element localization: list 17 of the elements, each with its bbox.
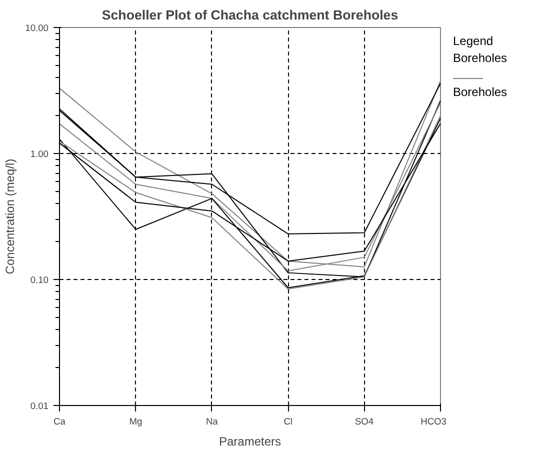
chart-title: Schoeller Plot of Chacha catchment Boreholes [102, 8, 398, 22]
x-tick-label: Mg [129, 416, 142, 426]
y-tick-label: 1.00 [30, 149, 48, 159]
x-tick-label: Cl [284, 416, 293, 426]
x-tick-label: SO4 [354, 416, 374, 426]
legend-item: Boreholes [453, 67, 535, 102]
y-tick-label: 0.01 [30, 401, 48, 411]
x-tick-label: Na [206, 416, 219, 426]
x-axis-title: Parameters [218, 434, 282, 448]
y-axis-title: Concentration (meq/l) [3, 158, 18, 274]
x-tick-label: HCO3 [420, 416, 447, 426]
annotation: Boreholes [453, 50, 508, 68]
legend-label: Boreholes [453, 85, 508, 100]
legend-title: Legend [453, 33, 494, 50]
x-tick-label: Ca [54, 416, 66, 426]
y-tick-label: 10.00 [25, 23, 48, 33]
y-tick-label: 0.10 [30, 275, 48, 285]
